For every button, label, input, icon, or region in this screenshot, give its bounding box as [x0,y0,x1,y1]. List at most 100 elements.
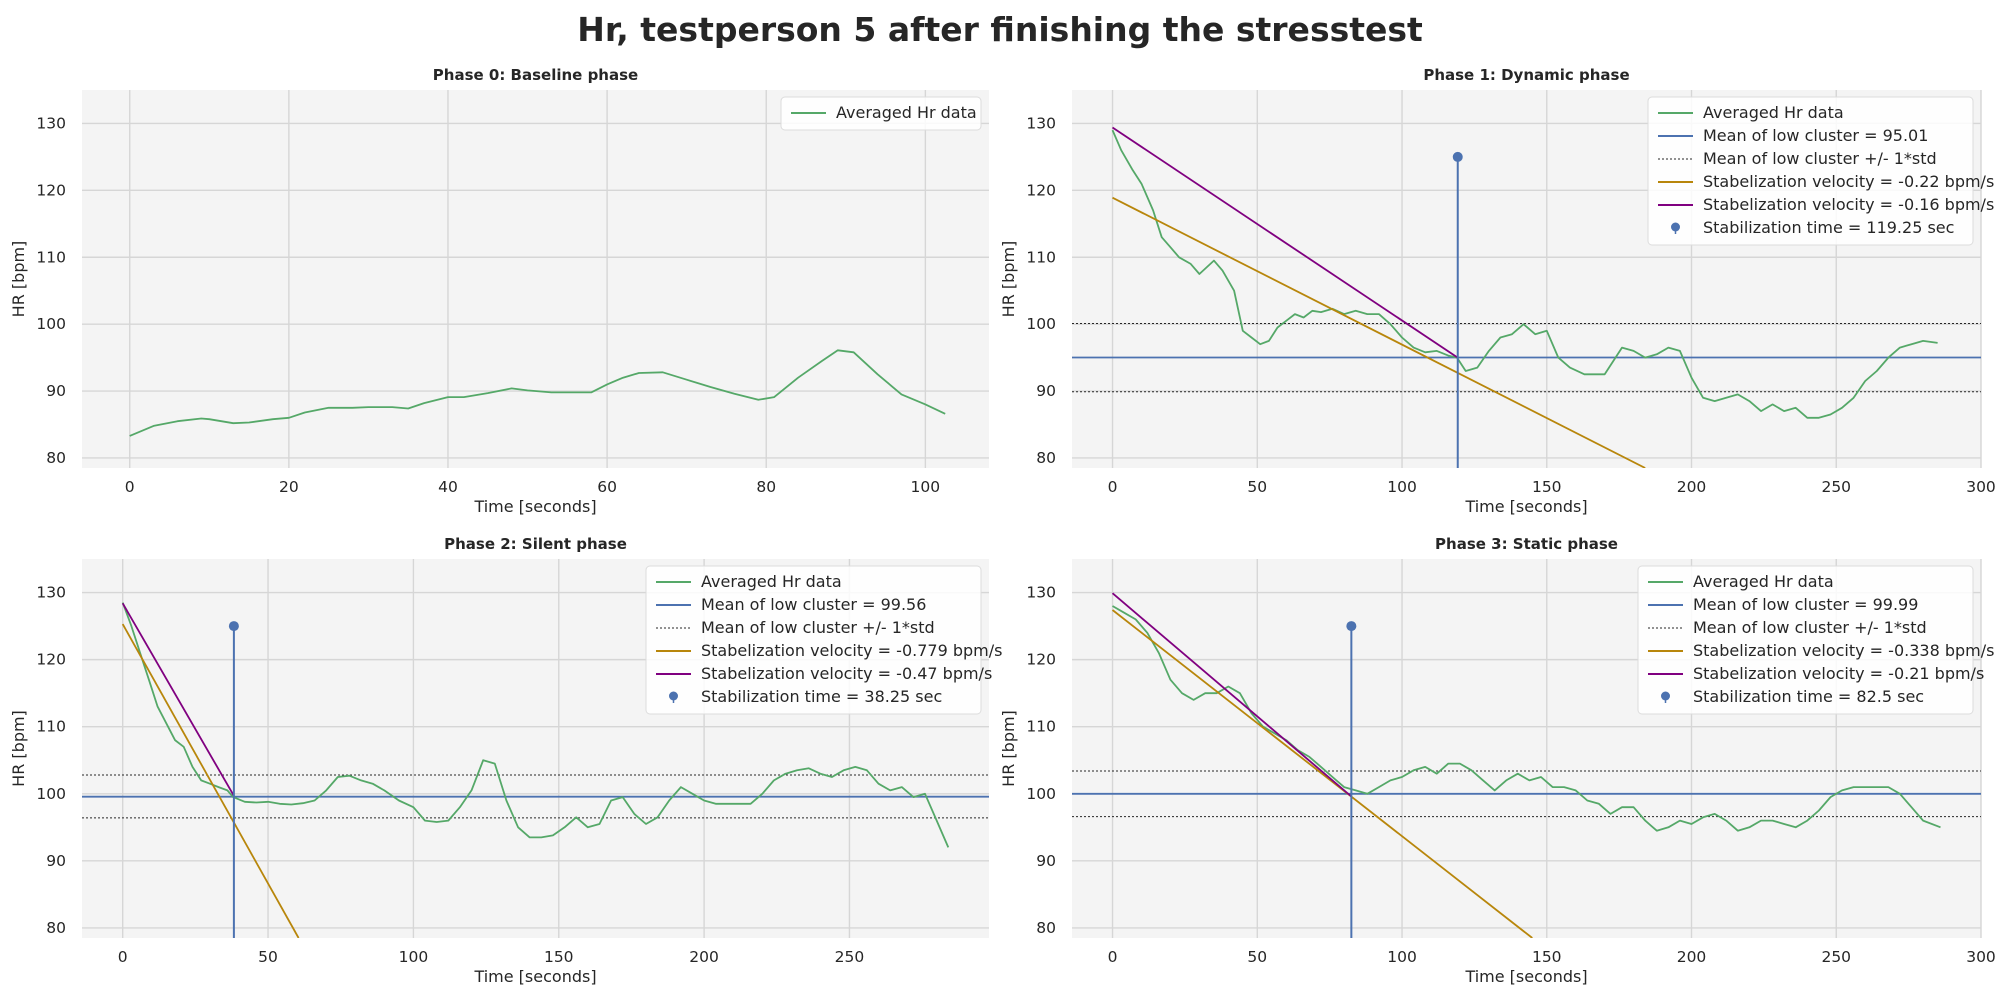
y-tick-label: 80 [46,919,66,937]
y-tick-label: 90 [1036,852,1056,870]
legend-marker-handle [1671,222,1680,232]
subplot-1: 0 50 100 150 200 250 300 80 90 100 110 120 130 Time [… [999,66,1996,516]
x-tick-label: 100 [1387,478,1417,496]
x-tick-label: 200 [689,948,719,966]
legend-entry: Stabilization time = 119.25 sec [1703,218,1954,237]
velocity-line [1111,609,1533,938]
y-axis-label: HR [bpm] [9,710,28,787]
velocity-line [121,623,300,938]
x-tick-label: 50 [1247,478,1267,496]
plot-area [82,90,989,468]
data-layer [1072,592,1981,938]
subplot-title: Phase 2: Silent phase [444,535,627,553]
subplot-title: Phase 0: Baseline phase [433,66,638,84]
y-tick-label: 110 [1026,248,1056,266]
x-tick-label: 60 [597,478,617,496]
y-tick-label: 90 [46,852,66,870]
x-tick-label: 100 [1387,948,1417,966]
y-tick-label: 90 [46,382,66,400]
y-tick-label: 130 [1026,114,1056,132]
legend-entry: Averaged Hr data [1693,572,1834,591]
legend-entry: Mean of low cluster +/- 1*std [701,618,935,637]
y-tick-label: 100 [36,315,66,333]
subplot-3: 0 50 100 150 200 250 300 80 90 100 110 120 130 Time [… [999,535,1996,986]
legend: Averaged Hr data Mean of low cluster = 95… [1647,96,1994,246]
y-tick-label: 130 [1026,584,1056,602]
x-tick-label: 200 [1677,948,1707,966]
data-layer [1072,126,1981,468]
legend-entry: Stabelization velocity = -0.47 bpm/s [701,664,992,683]
velocity-line [1111,592,1352,798]
x-tick-label: 150 [1532,478,1562,496]
y-tick-label: 120 [1026,651,1056,669]
legend-entry: Stabelization velocity = -0.21 bpm/s [1693,664,1984,683]
legend: Averaged Hr data [780,96,982,131]
legend-entry: Stabelization velocity = -0.338 bpm/s [1693,641,1994,660]
x-axis-label: Time [seconds] [473,967,596,986]
y-axis-label: HR [bpm] [9,241,28,318]
hr-data-line [121,602,950,848]
legend-box [780,96,982,131]
legend-entry: Mean of low cluster = 99.99 [1693,595,1918,614]
stabilization-marker [1346,621,1357,632]
x-tick-label: 0 [1108,948,1118,966]
velocity-line [1112,196,1646,468]
x-tick-label: 250 [835,948,865,966]
legend-marker-handle [1661,691,1670,701]
x-tick-label: 0 [125,478,135,496]
figure-title: Hr, testperson 5 after finishing the str… [577,10,1423,49]
y-tick-label: 80 [46,449,66,467]
legend-entry: Stabelization velocity = -0.16 bpm/s [1703,195,1994,214]
subplot-0: 0 20 40 60 80 100 80 90 100 110 120 130 Time [second… [9,66,989,516]
stabilization-marker [1452,151,1463,162]
legend-entry: Stabilization time = 82.5 sec [1693,687,1924,706]
x-tick-label: 250 [1821,948,1851,966]
velocity-line [121,602,235,797]
x-axis-label: Time [seconds] [1464,497,1587,516]
y-axis-label: HR [bpm] [999,241,1018,318]
legend-box [1647,96,1974,246]
legend-entry: Mean of low cluster +/- 1*std [1693,618,1927,637]
x-tick-label: 100 [399,948,429,966]
subplot-title: Phase 1: Dynamic phase [1423,66,1629,84]
stabilization-marker [228,621,239,632]
legend-entry: Averaged Hr data [1703,103,1844,122]
y-tick-label: 130 [36,584,66,602]
y-tick-label: 110 [36,718,66,736]
x-tick-label: 80 [756,478,776,496]
data-layer [82,602,989,938]
y-tick-label: 120 [36,181,66,199]
subplot-2: 0 50 100 150 200 250 80 90 100 110 120 130 Time [sec… [9,535,1002,986]
y-tick-label: 130 [36,114,66,132]
legend: Averaged Hr data Mean of low cluster = 99… [645,565,1002,715]
y-tick-label: 110 [36,248,66,266]
x-tick-label: 250 [1821,478,1851,496]
x-tick-label: 150 [544,948,574,966]
hr-data-line [129,349,946,437]
data-layer [129,349,946,437]
x-tick-label: 20 [279,478,299,496]
legend-box [1637,565,1974,715]
legend-entry: Stabelization velocity = -0.22 bpm/s [1703,172,1994,191]
x-tick-label: 50 [258,948,278,966]
legend-entry: Averaged Hr data [836,103,977,122]
x-tick-label: 100 [911,478,941,496]
legend-entry: Mean of low cluster +/- 1*std [1703,149,1937,168]
x-tick-label: 300 [1966,948,1996,966]
y-tick-label: 80 [1036,919,1056,937]
legend-entry: Averaged Hr data [701,572,842,591]
x-tick-label: 300 [1966,478,1996,496]
x-tick-label: 200 [1677,478,1707,496]
legend-entry: Stabilization time = 38.25 sec [701,687,942,706]
y-tick-label: 120 [36,651,66,669]
x-axis-label: Time [seconds] [1464,967,1587,986]
y-tick-label: 100 [36,785,66,803]
y-tick-label: 100 [1026,315,1056,333]
velocity-line [1112,126,1459,359]
x-tick-label: 0 [118,948,128,966]
x-tick-label: 40 [438,478,458,496]
y-axis-label: HR [bpm] [999,710,1018,787]
y-tick-label: 110 [1026,718,1056,736]
subplot-title: Phase 3: Static phase [1435,535,1618,553]
